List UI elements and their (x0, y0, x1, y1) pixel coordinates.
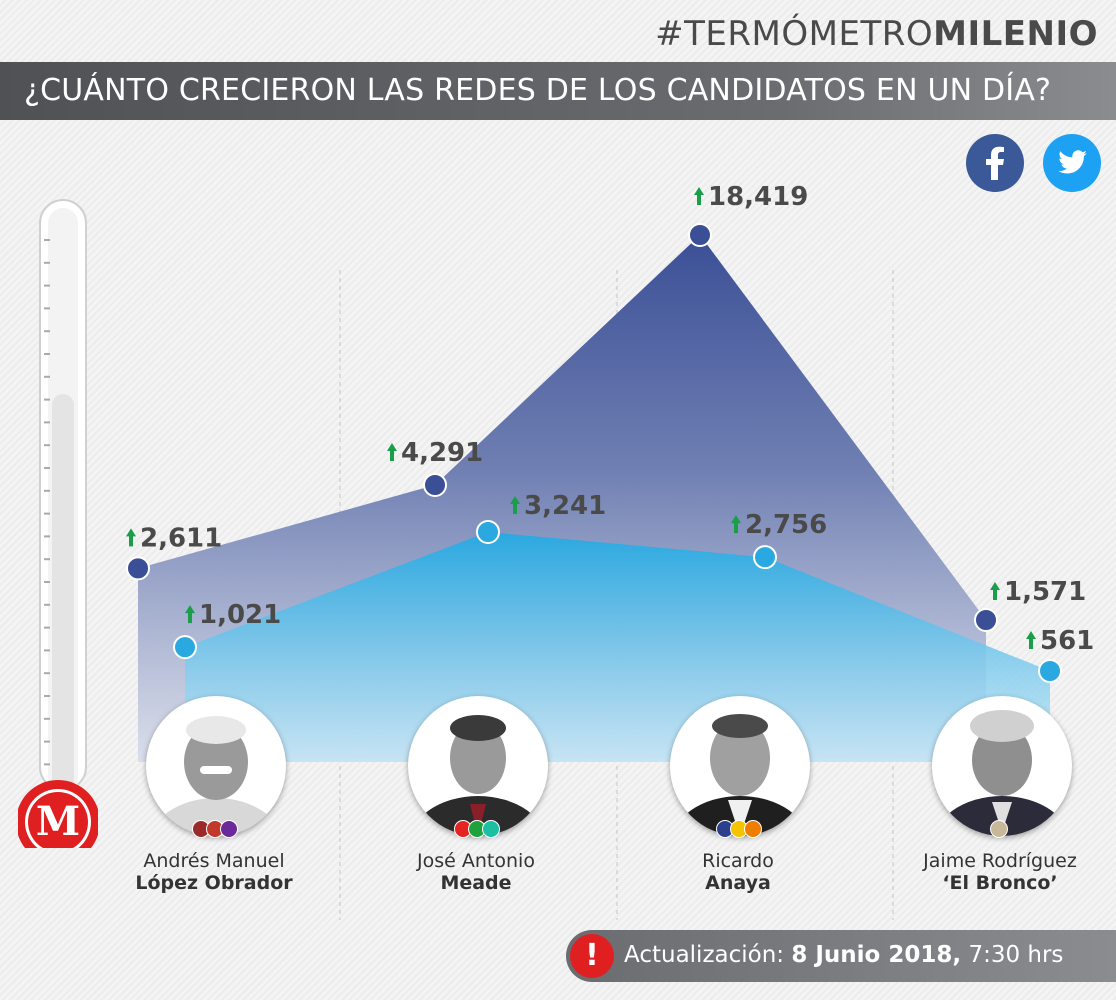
update-banner: ! Actualización: 8 Junio 2018, 7:30 hrs (566, 930, 1116, 982)
up-arrow-icon (387, 443, 397, 461)
alert-icon: ! (570, 934, 614, 978)
brand-bold: MILENIO (933, 14, 1098, 54)
facebook-point (126, 556, 150, 581)
candidate-last-name: Meade (440, 872, 512, 894)
twitter-point (1038, 659, 1062, 683)
update-label: Actualización: (624, 942, 785, 968)
up-arrow-icon (694, 187, 704, 205)
update-time: 7:30 hrs (968, 942, 1064, 968)
twitter-value-label: 561 (1040, 626, 1094, 656)
facebook-value-label: 18,419 (708, 182, 808, 212)
brand-prefix: #TERMÓMETRO (655, 14, 934, 54)
up-arrow-icon (185, 605, 195, 624)
party-dot (990, 820, 1008, 838)
brand-hashtag: #TERMÓMETROMILENIO (655, 14, 1098, 54)
up-arrow-icon (126, 528, 136, 547)
twitter-icon (1043, 134, 1101, 192)
up-arrow-icon (990, 582, 1000, 600)
candidate-first-name: Andrés Manuel (143, 850, 285, 872)
party-dot (482, 820, 500, 838)
up-arrow-icon (510, 496, 520, 514)
twitter-value-label: 2,756 (745, 510, 827, 540)
update-date: 8 Junio 2018, (791, 942, 962, 968)
facebook-point (688, 223, 712, 247)
title-bar: ¿CUÁNTO CRECIERON LAS REDES DE LOS CANDI… (0, 62, 1116, 120)
facebook-value-label: 1,571 (1004, 577, 1086, 607)
avatar (146, 696, 286, 836)
candidate-last-name: López Obrador (135, 872, 293, 894)
facebook-point (974, 608, 998, 632)
avatar (408, 696, 548, 836)
avatar (932, 696, 1072, 836)
party-badges (716, 820, 762, 838)
candidate-name: Andrés Manuel López Obrador (84, 850, 344, 894)
avatar (670, 696, 810, 836)
party-dot (220, 820, 238, 838)
up-arrow-icon (731, 515, 741, 534)
candidate-first-name: Jaime Rodríguez (923, 850, 1077, 872)
twitter-value-label: 1,021 (199, 600, 281, 630)
update-text: Actualización: 8 Junio 2018, 7:30 hrs (624, 942, 1063, 968)
twitter-area (185, 532, 1050, 762)
up-arrow-icon (1026, 631, 1036, 649)
candidate-last-name: Anaya (705, 872, 771, 894)
twitter-point (753, 545, 777, 570)
candidate-first-name: José Antonio (417, 850, 535, 872)
candidate-name: Ricardo Anaya (608, 850, 868, 894)
candidate-name: Jaime Rodríguez ‘El Bronco’ (870, 850, 1116, 894)
party-dot (744, 820, 762, 838)
twitter-value-label: 3,241 (524, 491, 606, 521)
twitter-point (476, 520, 500, 544)
page-title: ¿CUÁNTO CRECIERON LAS REDES DE LOS CANDI… (24, 73, 1052, 108)
facebook-icon (966, 134, 1024, 192)
facebook-value-label: 2,611 (140, 523, 222, 553)
candidate-first-name: Ricardo (702, 850, 774, 872)
party-badges (192, 820, 238, 838)
candidate-last-name: ‘El Bronco’ (942, 872, 1058, 894)
twitter-point (173, 635, 197, 660)
party-badges (990, 820, 1008, 838)
facebook-value-label: 4,291 (401, 438, 483, 468)
facebook-point (423, 473, 447, 497)
party-badges (454, 820, 500, 838)
candidate-name: José Antonio Meade (346, 850, 606, 894)
thermometer-graphic: M (18, 199, 98, 848)
milenio-logo-letter: M (36, 798, 80, 845)
